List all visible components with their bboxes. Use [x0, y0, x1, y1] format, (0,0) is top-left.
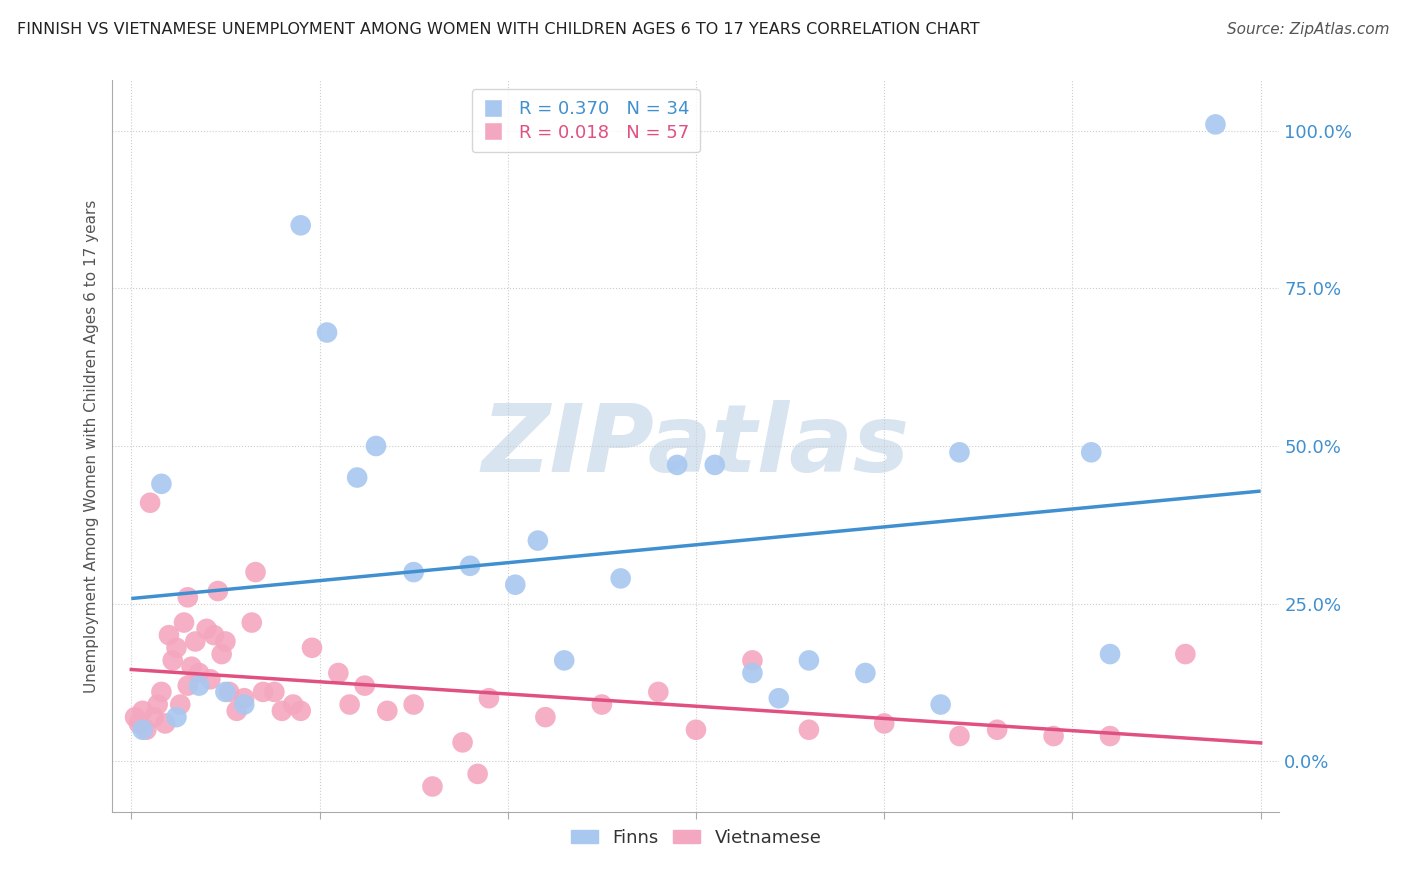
Point	[503, 578, 526, 592]
Point	[422, 780, 444, 794]
Point	[553, 653, 575, 667]
Point	[188, 665, 211, 680]
Point	[451, 735, 474, 749]
Point	[948, 445, 970, 459]
Point	[591, 698, 613, 712]
Point	[290, 219, 312, 233]
Point	[233, 691, 256, 706]
Point	[364, 439, 387, 453]
Point	[375, 704, 398, 718]
Point	[139, 496, 162, 510]
Point	[797, 653, 820, 667]
Point	[339, 698, 361, 712]
Point	[233, 698, 256, 712]
Point	[609, 571, 631, 585]
Point	[169, 698, 191, 712]
Point	[207, 584, 229, 599]
Point	[188, 679, 211, 693]
Point	[741, 665, 763, 680]
Point	[166, 710, 188, 724]
Text: Source: ZipAtlas.com: Source: ZipAtlas.com	[1226, 22, 1389, 37]
Point	[647, 685, 669, 699]
Point	[527, 533, 550, 548]
Point	[131, 723, 153, 737]
Point	[211, 647, 233, 661]
Point	[225, 704, 247, 718]
Point	[316, 326, 339, 340]
Point	[478, 691, 501, 706]
Point	[1204, 117, 1226, 131]
Point	[797, 723, 820, 737]
Point	[173, 615, 195, 630]
Point	[283, 698, 305, 712]
Point	[1042, 729, 1064, 743]
Point	[534, 710, 557, 724]
Text: FINNISH VS VIETNAMESE UNEMPLOYMENT AMONG WOMEN WITH CHILDREN AGES 6 TO 17 YEARS : FINNISH VS VIETNAMESE UNEMPLOYMENT AMONG…	[17, 22, 980, 37]
Text: ZIPatlas: ZIPatlas	[482, 400, 910, 492]
Point	[467, 767, 489, 781]
Point	[180, 659, 202, 673]
Point	[142, 710, 165, 724]
Point	[135, 723, 157, 737]
Point	[202, 628, 225, 642]
Point	[200, 673, 222, 687]
Point	[214, 634, 236, 648]
Point	[346, 470, 368, 484]
Point	[402, 698, 425, 712]
Point	[218, 685, 240, 699]
Point	[162, 653, 184, 667]
Point	[929, 698, 952, 712]
Point	[153, 716, 176, 731]
Point	[768, 691, 790, 706]
Y-axis label: Unemployment Among Women with Children Ages 6 to 17 years: Unemployment Among Women with Children A…	[84, 199, 100, 693]
Point	[458, 558, 481, 573]
Point	[184, 634, 207, 648]
Point	[177, 591, 200, 605]
Point	[301, 640, 323, 655]
Point	[128, 716, 150, 731]
Point	[214, 685, 236, 699]
Point	[1174, 647, 1197, 661]
Point	[948, 729, 970, 743]
Point	[245, 565, 267, 579]
Point	[157, 628, 180, 642]
Point	[873, 716, 896, 731]
Point	[166, 640, 188, 655]
Point	[240, 615, 263, 630]
Point	[853, 665, 876, 680]
Point	[263, 685, 285, 699]
Point	[1099, 647, 1122, 661]
Point	[146, 698, 169, 712]
Point	[353, 679, 375, 693]
Point	[150, 476, 173, 491]
Point	[177, 679, 200, 693]
Point	[270, 704, 292, 718]
Point	[290, 704, 312, 718]
Point	[666, 458, 689, 472]
Point	[124, 710, 146, 724]
Point	[986, 723, 1008, 737]
Point	[685, 723, 707, 737]
Point	[1080, 445, 1102, 459]
Legend: Finns, Vietnamese: Finns, Vietnamese	[564, 822, 828, 854]
Point	[402, 565, 425, 579]
Point	[703, 458, 725, 472]
Point	[150, 685, 173, 699]
Point	[328, 665, 350, 680]
Point	[741, 653, 763, 667]
Point	[131, 704, 153, 718]
Point	[1099, 729, 1122, 743]
Point	[195, 622, 218, 636]
Point	[252, 685, 274, 699]
